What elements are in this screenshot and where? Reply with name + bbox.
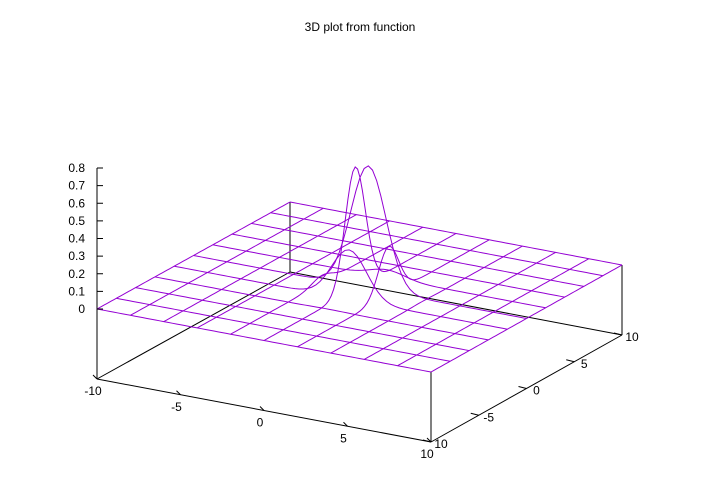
y-tick-mark: [422, 439, 432, 443]
z-tick-label: 0: [78, 302, 85, 316]
mesh-line-y-2: [135, 287, 470, 352]
x-tick-mark: [259, 406, 265, 411]
y-tick-mark: [566, 359, 575, 363]
mesh-line-y-0: [96, 308, 432, 373]
x-tick-label: -5: [171, 400, 182, 414]
z-tick-label: 0.4: [68, 232, 85, 246]
x-tick-label: 5: [340, 431, 347, 445]
base-back-right-edge: [289, 271, 623, 336]
z-tick-label: 0.1: [68, 284, 85, 298]
z-tick-label: 0.8: [68, 161, 85, 175]
mesh-line-y-6: [212, 244, 546, 309]
y-tick-label: 5: [581, 357, 588, 371]
x-tick-mark: [92, 374, 98, 380]
z-tick-label: 0.5: [68, 214, 85, 228]
z-tick-label: 0.2: [68, 267, 85, 281]
y-tick-label: 0: [533, 384, 540, 398]
surface-mesh: [96, 165, 623, 373]
y-tick-label: 10: [625, 330, 639, 344]
mesh-line-y-3: [154, 276, 489, 341]
mesh-line-y-8: [251, 222, 584, 287]
z-tick-label: 0.6: [68, 196, 85, 210]
y-tick-label: 10: [434, 437, 448, 451]
chart-title: 3D plot from function: [305, 20, 416, 34]
mesh-line-y-9: [270, 212, 603, 277]
mesh-line-y-5: [193, 165, 527, 319]
z-tick-label: 0.3: [68, 249, 85, 263]
x-tick-label: 0: [257, 416, 264, 430]
tick-layer: 00.10.20.30.40.50.60.70.8-10-5051010-505…: [68, 161, 639, 461]
mesh-line-y-1: [116, 297, 451, 362]
x-tick-label: 10: [420, 447, 434, 461]
x-tick-mark: [343, 421, 348, 427]
y-tick-label: -5: [483, 410, 494, 424]
mesh-line-y-7: [232, 233, 565, 298]
base-back-left-edge: [96, 271, 291, 380]
x-tick-label: -10: [84, 384, 102, 398]
y-tick-mark: [613, 332, 623, 336]
mesh-line-y-10: [289, 201, 623, 266]
x-tick-mark: [176, 390, 181, 396]
y-tick-mark: [518, 386, 527, 389]
mesh-line-y-4: [174, 249, 508, 330]
y-tick-mark: [470, 412, 479, 416]
z-tick-label: 0.7: [68, 179, 85, 193]
